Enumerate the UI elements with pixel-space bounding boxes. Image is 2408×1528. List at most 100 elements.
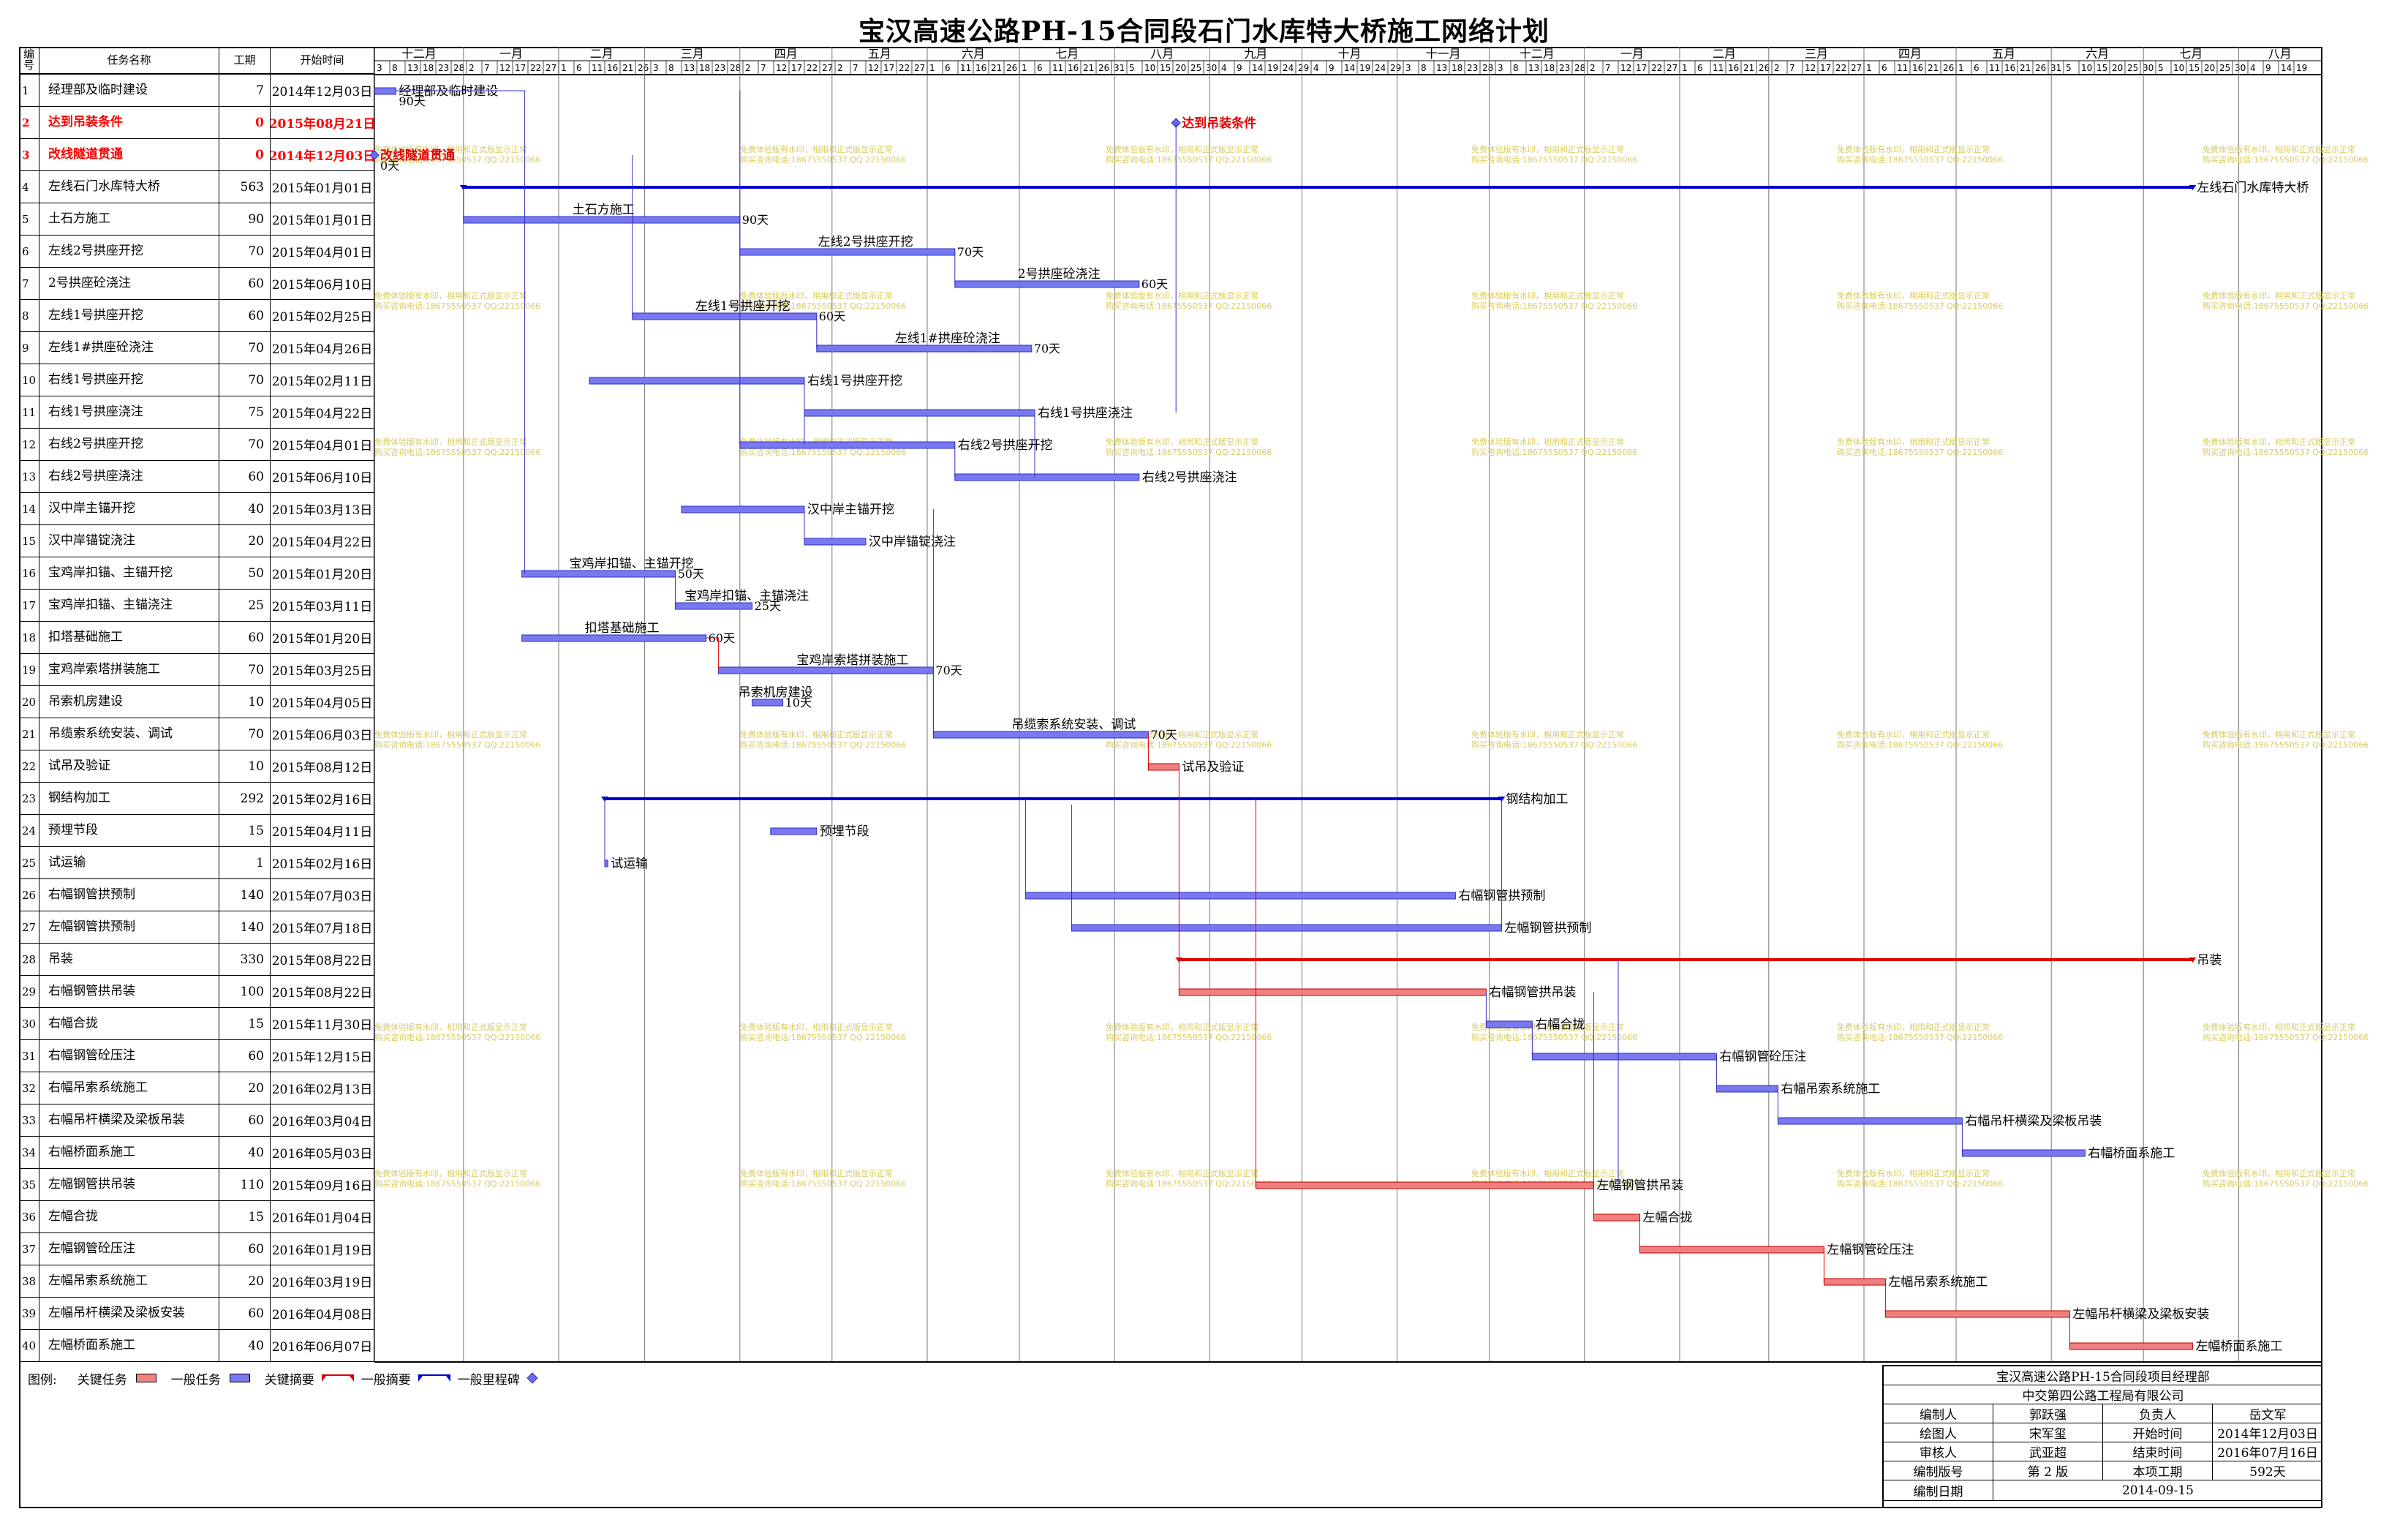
table-row: 22 试吊及验证 10 2015年08月12日 xyxy=(19,750,374,783)
cell-dur: 70 xyxy=(219,332,271,364)
bar-label: 右幅吊杆横梁及梁板吊装 xyxy=(1965,1114,2102,1129)
cell-name: 右线2号拱座开挖 xyxy=(39,429,219,460)
watermark-text: 免费体验版有水印，相用和正式版显示正常 xyxy=(1471,729,1624,739)
cell-dur: 70 xyxy=(219,654,271,685)
cell-name: 右线1号拱座开挖 xyxy=(39,364,219,396)
month-label: 五月 xyxy=(1992,47,2015,61)
legend-critical-summary: 关键摘要 xyxy=(264,1372,314,1388)
day-label: 9 xyxy=(1237,63,1242,73)
cell-name: 左线1#拱座砼浇注 xyxy=(39,332,219,364)
info-cell: 本项工期 xyxy=(2103,1461,2213,1480)
bar-label: 右线2号拱座开挖 xyxy=(958,438,1053,453)
watermark-text: 购买咨询电话:18675550537 QQ:22150066 xyxy=(1837,447,2003,457)
day-label: 27 xyxy=(822,63,833,73)
day-label: 5 xyxy=(1129,63,1135,73)
bar-label: 左线石门水库特大桥 xyxy=(2197,181,2309,195)
cell-dur: 60 xyxy=(219,461,271,492)
cell-name: 钢结构加工 xyxy=(39,783,219,814)
table-row: 17 宝鸡岸扣锚、主锚浇注 25 2015年03月11日 xyxy=(19,590,374,622)
cell-dur: 7 xyxy=(219,75,271,106)
task-bar xyxy=(1777,1117,1963,1125)
bar-label: 右线2号拱座浇注 xyxy=(1142,470,1237,485)
watermark-text: 购买咨询电话:18675550537 QQ:22150066 xyxy=(374,1178,540,1189)
task-bar xyxy=(1485,1020,1533,1028)
day-label: 26 xyxy=(2035,63,2046,73)
info-cell: 编制人 xyxy=(1884,1404,1993,1423)
day-label: 13 xyxy=(1528,63,1539,73)
info-row: 审核人 武亚超 结束时间 2016年07月16日 xyxy=(1884,1442,2322,1461)
legend-critical-task: 关键任务 xyxy=(77,1372,127,1388)
day-label: 27 xyxy=(914,63,925,73)
day-label: 1 xyxy=(561,63,567,73)
day-label: 26 xyxy=(1943,63,1954,73)
watermark-text: 免费体验版有水印，相用和正式版显示正常 xyxy=(374,290,527,301)
cell-dur: 110 xyxy=(219,1169,271,1200)
cell-name: 右幅钢管拱吊装 xyxy=(39,976,219,1007)
day-label: 18 xyxy=(1544,63,1555,73)
watermark-text: 免费体验版有水印，相用和正式版显示正常 xyxy=(2203,1022,2355,1032)
watermark-text: 购买咨询电话:18675550537 QQ:22150066 xyxy=(1106,301,1272,311)
task-bar xyxy=(675,602,753,610)
day-label: 13 xyxy=(1436,63,1447,73)
month-label: 四月 xyxy=(774,47,798,61)
watermark-text: 购买咨询电话:18675550537 QQ:22150066 xyxy=(374,739,540,750)
day-label: 28 xyxy=(1482,63,1493,73)
table-row: 8 左线1号拱座开挖 60 2015年02月25日 xyxy=(19,300,374,332)
watermark-text: 购买咨询电话:18675550537 QQ:22150066 xyxy=(1471,154,1637,165)
cell-id: 31 xyxy=(19,1040,39,1072)
bar-label: 左幅吊索系统施工 xyxy=(1888,1275,1988,1290)
watermark-text: 免费体验版有水印，相用和正式版显示正常 xyxy=(1837,290,1990,301)
watermark-text: 免费体验版有水印，相用和正式版显示正常 xyxy=(2203,290,2355,301)
bar-label: 左线2号拱座开挖 xyxy=(818,235,913,249)
month-label: 二月 xyxy=(1713,47,1736,61)
cell-name: 左线石门水库特大桥 xyxy=(39,171,219,203)
day-label: 29 xyxy=(1298,63,1309,73)
cell-dur: 1 xyxy=(219,847,271,878)
cell-id: 29 xyxy=(19,976,39,1007)
cell-name: 右幅合拢 xyxy=(39,1008,219,1039)
watermark-text: 购买咨询电话:18675550537 QQ:22150066 xyxy=(1837,154,2003,165)
table-row: 31 右幅钢管砼压注 60 2015年12月15日 xyxy=(19,1040,374,1072)
day-label: 10 xyxy=(2173,63,2184,73)
task-bar xyxy=(739,441,956,449)
watermark-text: 购买咨询电话:18675550537 QQ:22150066 xyxy=(2203,739,2369,750)
info-cell: 开始时间 xyxy=(2103,1423,2213,1442)
watermark-text: 免费体验版有水印，相用和正式版显示正常 xyxy=(2203,729,2355,739)
cell-dur: 20 xyxy=(219,525,271,557)
cell-dur: 60 xyxy=(219,1040,271,1072)
cell-id: 5 xyxy=(19,203,39,235)
watermark-text: 购买咨询电话:18675550537 QQ:22150066 xyxy=(1837,301,2003,311)
day-label: 16 xyxy=(975,63,986,73)
header-name: 任务名称 xyxy=(39,47,219,75)
task-bar xyxy=(1147,763,1180,771)
cell-id: 35 xyxy=(19,1169,39,1200)
cell-dur: 563 xyxy=(219,171,271,203)
task-bar xyxy=(604,859,608,868)
watermark-text: 免费体验版有水印，相用和正式版显示正常 xyxy=(740,729,893,739)
cell-id: 27 xyxy=(19,911,39,943)
watermark-text: 购买咨询电话:18675550537 QQ:22150066 xyxy=(1106,1032,1272,1042)
milestone-marker xyxy=(369,150,380,160)
cell-id: 2 xyxy=(19,107,39,138)
day-label: 1 xyxy=(1866,63,1872,73)
day-label: 30 xyxy=(2143,63,2154,73)
day-label: 2 xyxy=(745,63,751,73)
info-date-row: 编制日期 2014-09-15 xyxy=(1884,1480,2322,1501)
info-cell: 郭跃强 xyxy=(1993,1404,2103,1423)
bar-label: 扣塔基础施工 xyxy=(585,621,660,636)
day-label: 30 xyxy=(1206,63,1217,73)
task-bar xyxy=(374,87,396,95)
cell-name: 右幅桥面系施工 xyxy=(39,1137,219,1168)
table-row: 10 右线1号拱座开挖 70 2015年02月11日 xyxy=(19,364,374,396)
day-label: 3 xyxy=(1405,63,1411,73)
day-label: 26 xyxy=(1098,63,1109,73)
day-label: 14 xyxy=(1252,63,1263,73)
day-label: 5 xyxy=(2066,63,2072,73)
day-label: 24 xyxy=(1283,63,1294,73)
dependency-link xyxy=(396,90,526,573)
cell-dur: 15 xyxy=(219,1201,271,1232)
cell-dur: 15 xyxy=(219,815,271,846)
cell-id: 25 xyxy=(19,847,39,878)
day-label: 25 xyxy=(2219,63,2230,73)
watermark-text: 免费体验版有水印，相用和正式版显示正常 xyxy=(2203,144,2355,154)
